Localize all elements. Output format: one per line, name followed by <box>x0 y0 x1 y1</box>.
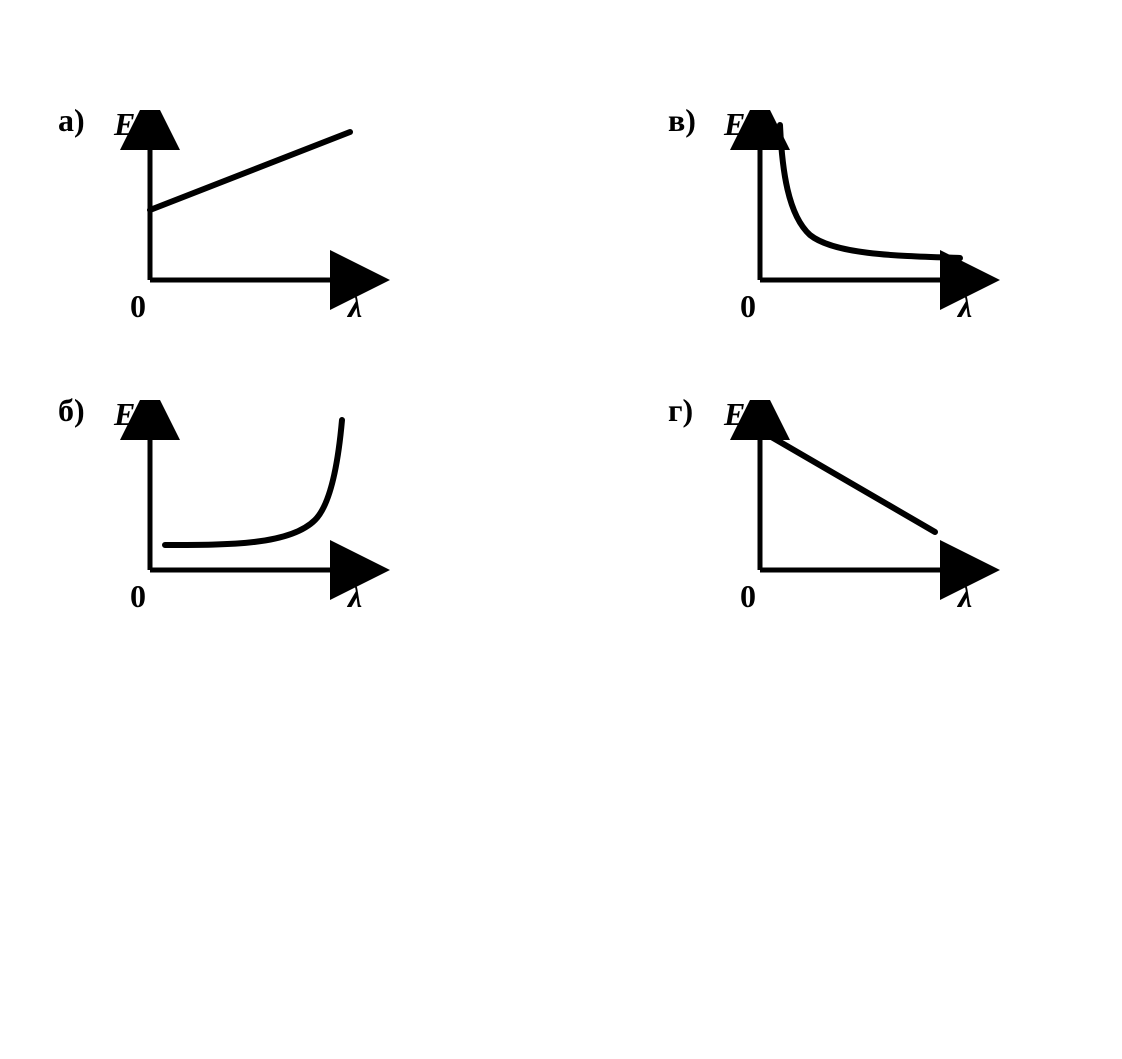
panel-label: г) <box>668 392 693 429</box>
chart-b-svg <box>110 400 390 600</box>
curve-b <box>165 420 342 545</box>
panel-label: б) <box>58 392 85 429</box>
origin-label: 0 <box>740 288 756 325</box>
origin-label: 0 <box>740 578 756 615</box>
panel-label: а) <box>58 102 85 139</box>
chart-a-svg <box>110 110 390 310</box>
chart-v-svg <box>720 110 1000 310</box>
curve-a <box>150 132 350 210</box>
curve-v <box>780 125 960 258</box>
origin-label: 0 <box>130 288 146 325</box>
charts-grid: а) E 0 λ б) E <box>0 0 1122 1059</box>
x-axis-label: λ <box>348 288 362 325</box>
panel-label: в) <box>668 102 696 139</box>
origin-label: 0 <box>130 578 146 615</box>
curve-g <box>768 435 935 532</box>
x-axis-label: λ <box>348 578 362 615</box>
x-axis-label: λ <box>958 288 972 325</box>
x-axis-label: λ <box>958 578 972 615</box>
chart-g-svg <box>720 400 1000 600</box>
